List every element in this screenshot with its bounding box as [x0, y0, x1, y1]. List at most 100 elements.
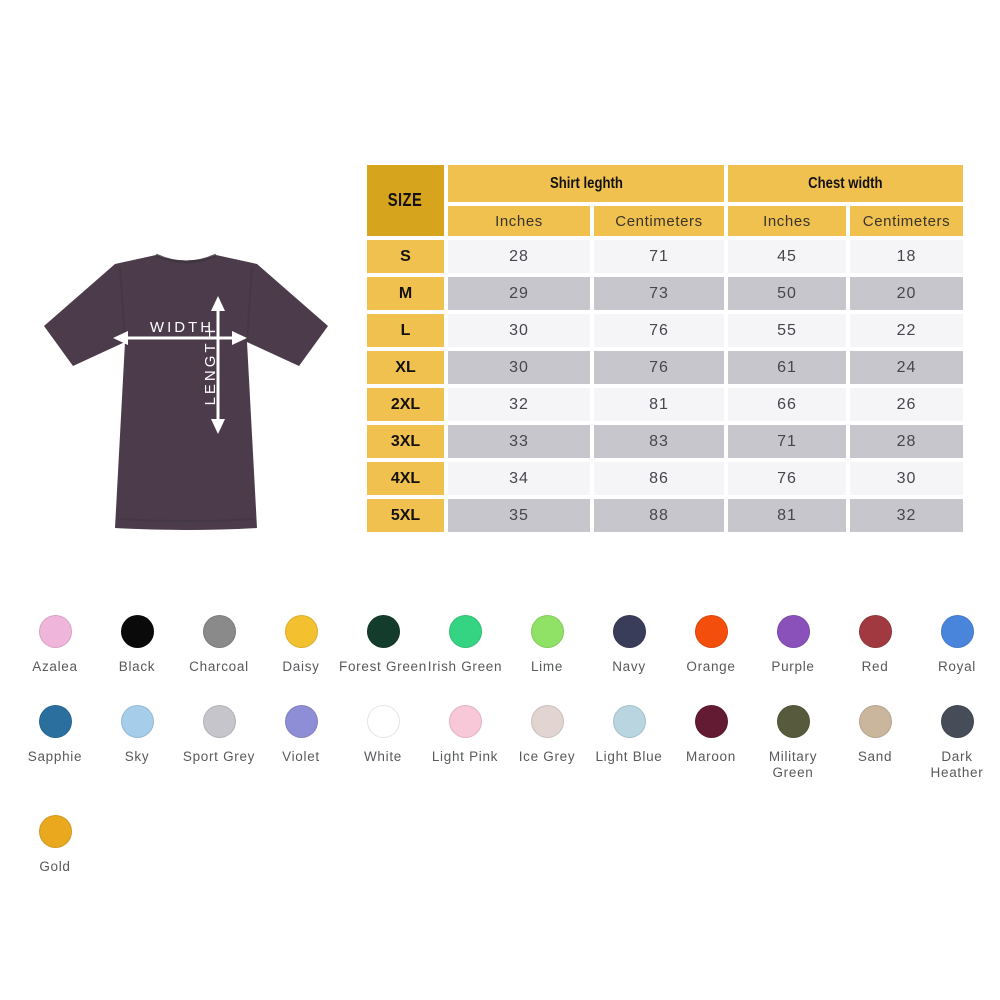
size-value-cell: 61: [728, 351, 846, 384]
size-value-cell: 86: [594, 462, 724, 495]
size-value-cell: 76: [594, 351, 724, 384]
color-dot: [694, 705, 728, 738]
color-dot: [284, 705, 318, 738]
color-swatch-sapphie: Sapphie: [14, 705, 96, 781]
size-value-cell: 35: [448, 499, 590, 532]
size-row-label: 5XL: [367, 499, 444, 532]
color-swatch-label: Sand: [857, 749, 893, 764]
color-dot: [284, 615, 318, 648]
size-value-cell: 55: [728, 314, 846, 347]
group-header-chest-width: Chest width: [728, 165, 963, 202]
color-swatch-light-pink: Light Pink: [424, 705, 506, 781]
color-swatch-label: White: [363, 749, 402, 764]
color-dot: [776, 705, 810, 738]
color-swatch-label: Ice Grey: [518, 749, 576, 764]
size-value-cell: 28: [850, 425, 963, 458]
color-swatch-white: White: [342, 705, 424, 781]
size-value-cell: 33: [448, 425, 590, 458]
color-swatch-label: Maroon: [686, 749, 736, 764]
color-swatch-sport-grey: Sport Grey: [178, 705, 260, 781]
color-swatch-label: Sport Grey: [182, 749, 256, 764]
color-dot: [120, 615, 154, 648]
color-swatch-label: Violet: [282, 749, 320, 764]
color-swatch-label: Purple: [771, 659, 815, 674]
color-dot: [366, 615, 400, 648]
color-dot: [366, 705, 400, 738]
color-swatch-label: Light Pink: [431, 749, 499, 764]
size-value-cell: 26: [850, 388, 963, 421]
color-dot: [940, 705, 974, 738]
color-dot: [202, 615, 236, 648]
size-value-cell: 81: [594, 388, 724, 421]
color-dot: [694, 615, 728, 648]
size-value-cell: 32: [448, 388, 590, 421]
length-label: LENGTH: [202, 327, 219, 406]
color-swatch-daisy: Daisy: [260, 615, 342, 675]
group-header-chest-width-text: Chest width: [808, 174, 883, 192]
tshirt-seam-left: [119, 266, 126, 343]
group-header-shirt-length-text: Shirt leghth: [549, 174, 623, 192]
color-swatch-label: Sapphie: [27, 749, 83, 764]
color-swatch-irish-green: Irish Green: [424, 615, 506, 675]
color-swatch-military-green: Military Green: [752, 705, 834, 781]
subheader-shirt-inches: Inches: [448, 206, 590, 236]
size-value-cell: 45: [728, 240, 846, 273]
length-arrow: [211, 296, 225, 434]
size-value-cell: 29: [448, 277, 590, 310]
color-dot: [38, 705, 72, 738]
size-column-header: SIZE: [367, 165, 444, 236]
color-dot: [530, 705, 564, 738]
color-swatch-sky: Sky: [96, 705, 178, 781]
color-swatch-violet: Violet: [260, 705, 342, 781]
color-swatch-lime: Lime: [506, 615, 588, 675]
size-row-label: XL: [367, 351, 444, 384]
color-swatch-royal: Royal: [916, 615, 998, 675]
size-value-cell: 76: [594, 314, 724, 347]
color-swatch-forest-green: Forest Green: [339, 615, 426, 675]
color-swatch-label: Azalea: [32, 659, 78, 674]
size-value-cell: 81: [728, 499, 846, 532]
tshirt-illustration: WIDTH LENGTH: [44, 253, 328, 530]
size-value-cell: 66: [728, 388, 846, 421]
size-value-cell: 30: [448, 314, 590, 347]
color-swatch-label: Military Green: [768, 749, 818, 780]
size-value-cell: 83: [594, 425, 724, 458]
size-row-label: 2XL: [367, 388, 444, 421]
size-row-label: M: [367, 277, 444, 310]
color-swatch-row-2: Sapphie Sky Sport Grey Violet White Ligh…: [14, 705, 998, 781]
size-value-cell: 30: [448, 351, 590, 384]
color-swatch-label: Navy: [612, 659, 646, 674]
color-swatch-charcoal: Charcoal: [178, 615, 260, 675]
width-label: WIDTH: [150, 319, 214, 336]
color-swatch-label: Irish Green: [427, 659, 503, 674]
size-row-label: 3XL: [367, 425, 444, 458]
tshirt-hem: [117, 518, 255, 522]
color-dot: [940, 615, 974, 648]
size-value-cell: 18: [850, 240, 963, 273]
size-value-cell: 50: [728, 277, 846, 310]
size-value-cell: 24: [850, 351, 963, 384]
size-row-label: 4XL: [367, 462, 444, 495]
color-swatch-light-blue: Light Blue: [588, 705, 670, 781]
color-swatch-ice-grey: Ice Grey: [506, 705, 588, 781]
color-swatch-label: Forest Green: [339, 659, 427, 674]
color-swatch-label: Sky: [124, 749, 150, 764]
color-swatch-label: Black: [118, 659, 156, 674]
subheader-chest-centimeters: Centimeters: [850, 206, 963, 236]
color-dot: [858, 615, 892, 648]
size-value-cell: 76: [728, 462, 846, 495]
size-table: SIZE Shirt leghth Chest width Inches Cen…: [367, 165, 963, 532]
color-dot: [202, 705, 236, 738]
group-header-shirt-length: Shirt leghth: [448, 165, 724, 202]
color-swatch-red: Red: [834, 615, 916, 675]
size-column-header-text: SIZE: [388, 190, 423, 210]
color-dot: [530, 615, 564, 648]
color-swatch-gold: Gold: [14, 815, 96, 875]
color-swatch-row-1: Azalea Black Charcoal Daisy Forest Green…: [14, 615, 998, 675]
color-swatch-orange: Orange: [670, 615, 752, 675]
color-swatch-label: Lime: [530, 659, 564, 674]
tshirt-collar: [155, 253, 217, 264]
color-swatch-label: Orange: [686, 659, 736, 674]
color-swatch-label: Light Blue: [595, 749, 663, 764]
color-dot: [120, 705, 154, 738]
